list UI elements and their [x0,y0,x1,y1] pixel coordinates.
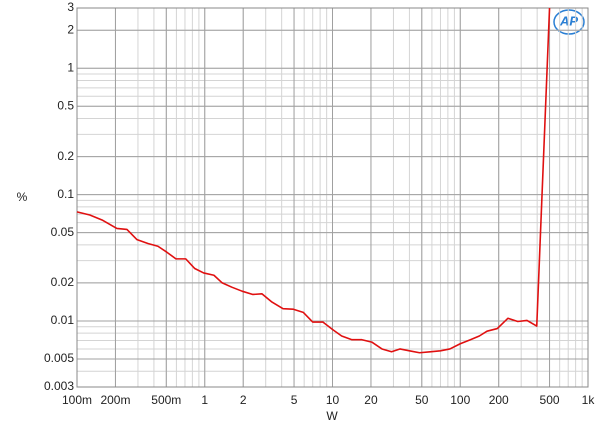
y-tick-label: 0.02 [51,275,75,289]
y-tick-label: 0.01 [51,313,75,327]
x-tick-label: 20 [364,393,378,407]
x-tick-label: 100 [450,393,470,407]
y-tick-label: 0.2 [57,149,74,163]
y-tick-label: 0.5 [57,98,74,112]
x-tick-label: 200 [489,393,509,407]
x-tick-label: 2 [240,393,247,407]
x-tick-label: 1 [201,393,208,407]
x-axis-label: W [326,409,338,423]
plot-frame [76,7,589,388]
x-tick-label: 500m [151,393,181,407]
data-line [76,7,551,354]
logo-ring [553,9,585,35]
x-tick-label: 10 [326,393,340,407]
x-tick-label: 50 [415,393,429,407]
y-tick-label: 0.005 [44,351,74,365]
x-tick-label: 200m [100,393,130,407]
y-tick-label: 0.1 [57,187,74,201]
x-tick-label: 500 [540,393,560,407]
y-tick-label: 3 [67,0,74,14]
x-tick-label: 5 [291,393,298,407]
x-tick-label: 1k [582,393,596,407]
y-tick-label: 0.003 [44,379,74,393]
y-axis-label: % [17,190,28,204]
y-tick-label: 0.05 [51,225,75,239]
y-tick-label: 1 [67,60,74,74]
y-tick-label: 2 [67,22,74,36]
x-tick-label: 100m [62,393,92,407]
